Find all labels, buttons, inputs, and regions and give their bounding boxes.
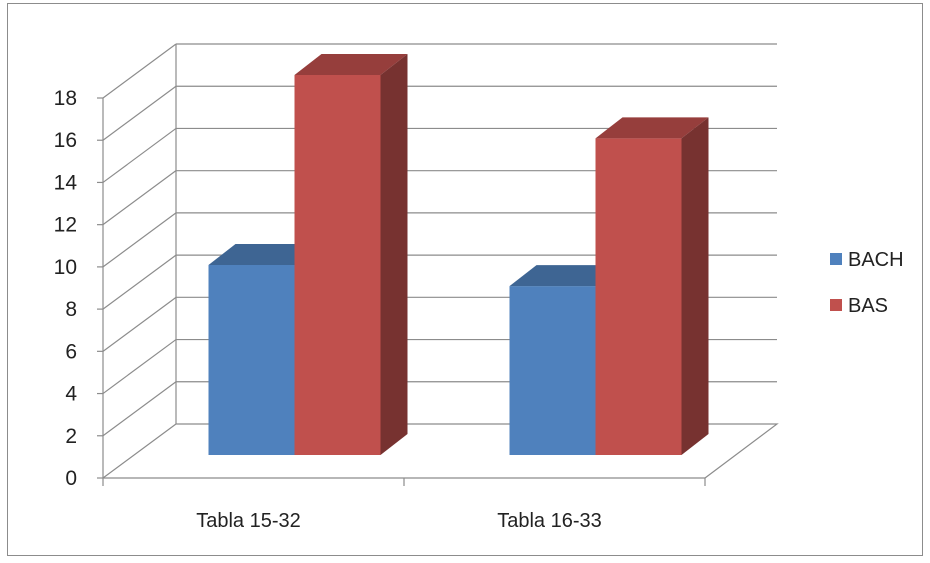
gridline-side [102,85,177,141]
y-tick-label: 14 [54,171,78,194]
y-tick-label: 12 [54,214,77,237]
y-tick-label: 8 [65,298,77,321]
gridline-side [102,212,177,268]
floor-outline [102,423,779,479]
bar-top [509,265,623,287]
bars [208,54,709,456]
bar-top [208,244,322,265]
bar-bas-1 [595,117,709,456]
legend-label-bas: BAS [848,295,888,317]
y-tick-label: 2 [65,425,77,448]
y-tick-label: 6 [65,340,77,363]
legend: BACH BAS [830,249,904,317]
gridline-side [102,339,177,395]
bar-bas-0 [294,54,408,455]
bar-top [294,54,408,75]
gridline-side [102,254,177,310]
legend-label-bach: BACH [848,249,904,271]
bar-front [208,265,295,455]
bar-side [380,54,408,455]
gridline-side [102,296,177,352]
y-tick-label: 16 [54,129,77,152]
gridline-side [102,43,177,99]
gridline-side [102,381,177,437]
bar-side [681,117,709,455]
y-tick-labels: 0 2 4 6 8 10 12 14 16 18 [54,87,78,490]
chart-walls [102,44,779,479]
y-tick-label: 4 [65,383,77,406]
axes [97,97,706,486]
y-tick-label: 18 [54,87,77,110]
category-label: Tabla 16-33 [497,510,602,532]
bar-top [595,117,709,139]
category-labels: Tabla 15-32 Tabla 16-33 [196,510,602,532]
category-label: Tabla 15-32 [196,510,301,532]
chart-frame [7,3,923,556]
legend-swatch-bach [830,253,842,265]
gridline-side [102,127,177,183]
y-tick-label: 10 [54,256,77,279]
y-tick-label: 0 [65,467,77,490]
bar-front [595,138,682,456]
bar-front [294,75,381,455]
bar-front [509,286,596,455]
gridline-side [102,170,177,226]
legend-swatch-bas [830,299,842,311]
